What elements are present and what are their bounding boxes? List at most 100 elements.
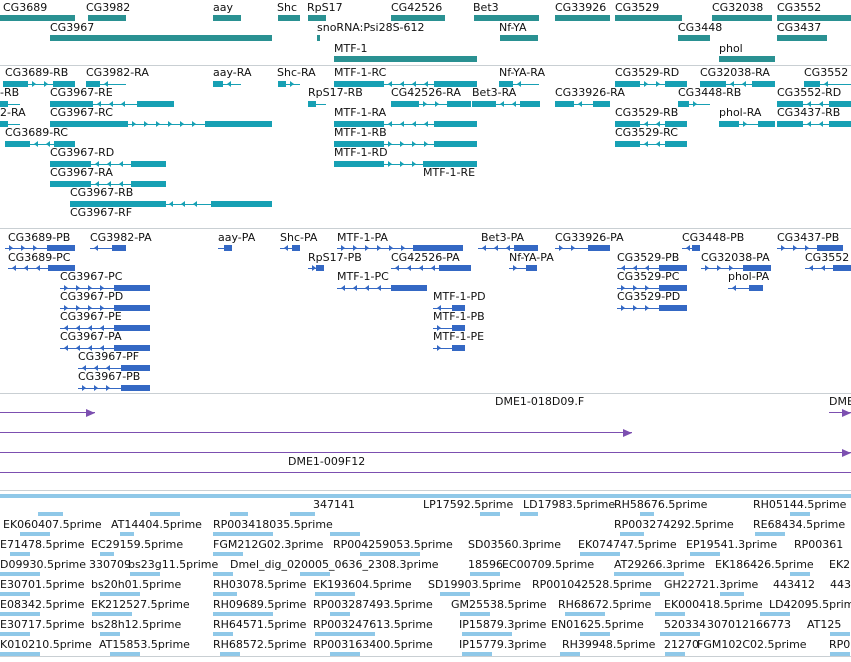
transcript-label[interactable]: phol-RA bbox=[719, 106, 762, 119]
cds-exon[interactable] bbox=[659, 305, 687, 311]
read-label[interactable]: RP004259053.5prime bbox=[333, 538, 453, 551]
cds-exon[interactable] bbox=[224, 245, 232, 251]
transcript-label[interactable]: CG3552-RD bbox=[777, 86, 842, 99]
read-label[interactable]: 307012166773 bbox=[707, 618, 791, 631]
transcript-label[interactable]: -RB bbox=[0, 86, 20, 99]
read-label[interactable]: 21270 bbox=[664, 638, 699, 651]
read-label[interactable]: RH03078.5prime bbox=[213, 578, 307, 591]
cds-exon[interactable] bbox=[48, 265, 75, 271]
transcript-label[interactable]: CG3552 bbox=[804, 66, 849, 79]
read-label[interactable]: RP003247613.5prime bbox=[313, 618, 433, 631]
cds-exon[interactable] bbox=[114, 325, 150, 331]
read-alignment[interactable] bbox=[290, 512, 315, 516]
transcript-exon[interactable] bbox=[86, 81, 100, 87]
gene-bar[interactable] bbox=[777, 35, 827, 41]
gene-bar[interactable] bbox=[500, 35, 538, 41]
transcript-exon[interactable] bbox=[555, 101, 574, 107]
read-label[interactable]: 330709 bbox=[89, 558, 131, 571]
read-alignment[interactable] bbox=[300, 572, 330, 576]
transcript-label[interactable]: Nf-YA-RA bbox=[499, 66, 546, 79]
transcript-label[interactable]: aay-RA bbox=[213, 66, 252, 79]
cds-exon[interactable] bbox=[588, 245, 610, 251]
read-alignment[interactable] bbox=[640, 592, 660, 596]
cds-exon[interactable] bbox=[114, 305, 150, 311]
read-label[interactable]: RH68672.5prime bbox=[558, 598, 652, 611]
transcript-exon[interactable] bbox=[593, 101, 610, 107]
read-label[interactable]: 443 bbox=[830, 578, 851, 591]
gene-bar[interactable] bbox=[678, 35, 710, 41]
gene-label[interactable]: CG3448 bbox=[678, 21, 723, 34]
read-label[interactable]: LD17983.5prime bbox=[523, 498, 616, 511]
cds-label[interactable]: phol-PA bbox=[728, 270, 770, 283]
read-label[interactable]: EK193604.5prime bbox=[313, 578, 412, 591]
transcript-label[interactable]: Bet3-RA bbox=[472, 86, 517, 99]
read-label[interactable]: RP001042528.5prime bbox=[532, 578, 652, 591]
gene-label[interactable]: RpS17 bbox=[307, 1, 343, 14]
read-alignment[interactable] bbox=[315, 592, 355, 596]
cds-label[interactable]: CG3982-PA bbox=[90, 231, 152, 244]
read-alignment[interactable] bbox=[213, 532, 273, 536]
read-label[interactable]: RP003287493.5prime bbox=[313, 598, 433, 611]
read-alignment[interactable] bbox=[230, 512, 248, 516]
read-alignment[interactable] bbox=[614, 572, 684, 576]
read-label[interactable]: AT15853.5prime bbox=[99, 638, 190, 651]
cds-exon[interactable] bbox=[452, 325, 465, 331]
read-label[interactable]: EK074747.5prime bbox=[578, 538, 677, 551]
est-alignment-line[interactable] bbox=[829, 412, 851, 413]
read-alignment[interactable] bbox=[580, 552, 620, 556]
cds-exon[interactable] bbox=[391, 285, 427, 291]
gene-label[interactable]: Shc bbox=[277, 1, 298, 14]
transcript-label[interactable]: CG3437-RB bbox=[777, 106, 841, 119]
cds-label[interactable]: CG3967-PF bbox=[78, 350, 140, 363]
transcript-exon[interactable] bbox=[829, 121, 851, 127]
read-label[interactable]: 443412 bbox=[773, 578, 815, 591]
read-label[interactable]: EK000418.5prime bbox=[664, 598, 763, 611]
gene-bar[interactable] bbox=[615, 15, 682, 21]
est-label[interactable]: DME1-009F12 bbox=[288, 455, 366, 468]
gene-bar[interactable] bbox=[213, 15, 241, 21]
transcript-exon[interactable] bbox=[777, 121, 803, 127]
cds-exon[interactable] bbox=[743, 265, 771, 271]
read-label[interactable]: SD19903.5prime bbox=[428, 578, 521, 591]
gene-bar[interactable] bbox=[308, 15, 326, 21]
transcript-exon[interactable] bbox=[434, 81, 477, 87]
transcript-exon[interactable] bbox=[447, 101, 471, 107]
cds-label[interactable]: RpS17-PB bbox=[308, 251, 362, 264]
transcript-exon[interactable] bbox=[131, 161, 166, 167]
transcript-label[interactable]: CG3967-RE bbox=[50, 86, 113, 99]
gene-label[interactable]: CG3982 bbox=[86, 1, 131, 14]
gene-bar[interactable] bbox=[712, 15, 772, 21]
est-alignment-line[interactable] bbox=[0, 432, 632, 433]
read-alignment[interactable] bbox=[110, 652, 140, 656]
read-alignment[interactable] bbox=[92, 612, 132, 616]
read-alignment[interactable] bbox=[38, 512, 63, 516]
cds-exon[interactable] bbox=[292, 245, 300, 251]
transcript-exon[interactable] bbox=[499, 81, 513, 87]
cds-label[interactable]: CG3967-PA bbox=[60, 330, 122, 343]
read-label[interactable]: 18596 bbox=[468, 558, 503, 571]
transcript-exon[interactable] bbox=[5, 141, 30, 147]
read-label[interactable]: 347141 bbox=[313, 498, 355, 511]
transcript-exon[interactable] bbox=[434, 121, 477, 127]
transcript-exon[interactable] bbox=[334, 161, 384, 167]
est-alignment-line[interactable] bbox=[0, 452, 851, 453]
transcript-exon[interactable] bbox=[213, 81, 223, 87]
read-label[interactable]: AT14404.5prime bbox=[111, 518, 202, 531]
cds-label[interactable]: CG3529-PD bbox=[617, 290, 681, 303]
gene-bar[interactable] bbox=[50, 35, 272, 41]
read-alignment[interactable] bbox=[315, 632, 375, 636]
est-label[interactable]: DME1-018D09.F bbox=[495, 395, 585, 408]
read-alignment[interactable] bbox=[755, 532, 785, 536]
cds-exon[interactable] bbox=[833, 265, 851, 271]
read-alignment[interactable] bbox=[150, 512, 180, 516]
read-label[interactable]: RP0 bbox=[829, 638, 851, 651]
read-label[interactable]: GM25538.5prime bbox=[451, 598, 547, 611]
transcript-label[interactable]: CG3967-RC bbox=[50, 106, 113, 119]
transcript-exon[interactable] bbox=[3, 81, 28, 87]
cds-exon[interactable] bbox=[114, 345, 150, 351]
cds-label[interactable]: CG33926-PA bbox=[555, 231, 624, 244]
gene-label[interactable]: MTF-1 bbox=[334, 42, 368, 55]
read-alignment[interactable] bbox=[560, 652, 580, 656]
cds-label[interactable]: CG3689-PB bbox=[8, 231, 71, 244]
read-alignment[interactable] bbox=[790, 572, 810, 576]
